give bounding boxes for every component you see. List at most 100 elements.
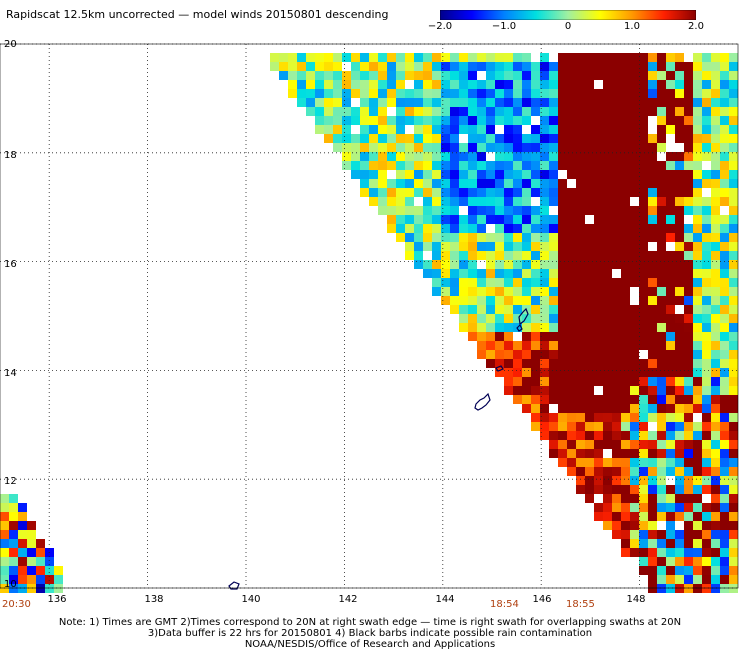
data-cell [684,89,693,98]
data-cell [612,98,621,107]
data-cell [450,143,459,152]
data-cell [666,431,675,440]
data-cell [729,323,738,332]
data-cell [504,89,513,98]
data-cell [477,323,486,332]
data-cell [702,170,711,179]
data-cell [648,323,657,332]
data-cell [684,467,693,476]
data-cell [540,350,549,359]
data-cell [378,161,387,170]
data-cell [549,269,558,278]
data-cell [450,170,459,179]
data-cell [423,170,432,179]
data-cell [657,215,666,224]
data-cell [693,179,702,188]
data-cell [702,368,711,377]
data-cell [657,143,666,152]
data-cell [531,377,540,386]
saipan-outline [518,307,529,326]
data-cell [549,197,558,206]
data-cell [558,449,567,458]
data-cell [630,89,639,98]
data-cell [711,440,720,449]
data-cell [450,251,459,260]
data-cell [612,485,621,494]
data-cell [657,566,666,575]
data-cell [495,296,504,305]
data-cell [441,278,450,287]
data-cell [495,305,504,314]
data-cell [684,476,693,485]
data-cell [603,179,612,188]
data-cell [423,188,432,197]
data-cell [504,242,513,251]
data-cell [558,260,567,269]
data-cell [684,377,693,386]
data-cell [603,269,612,278]
data-cell [666,161,675,170]
data-cell [522,395,531,404]
data-cell [567,215,576,224]
data-cell [423,71,432,80]
data-cell [666,107,675,116]
data-cell [504,269,513,278]
data-cell [369,98,378,107]
data-cell [630,377,639,386]
data-cell [486,260,495,269]
data-cell [432,197,441,206]
data-cell [558,341,567,350]
data-cell [621,341,630,350]
data-cell [657,98,666,107]
data-cell [459,53,468,62]
data-cell [639,341,648,350]
data-cell [423,125,432,134]
data-cell [657,278,666,287]
data-cell [684,233,693,242]
data-cell [576,287,585,296]
data-cell [603,116,612,125]
data-cell [621,404,630,413]
data-cell [486,233,495,242]
data-cell [711,548,720,557]
data-cell [684,125,693,134]
data-cell [729,548,738,557]
data-cell [360,134,369,143]
data-cell [720,53,729,62]
data-cell [585,296,594,305]
data-cell [603,260,612,269]
data-cell [531,98,540,107]
data-cell [414,179,423,188]
data-cell [423,260,432,269]
data-cell [693,278,702,287]
data-cell [675,278,684,287]
data-cell [711,359,720,368]
data-cell [576,440,585,449]
data-cell [567,377,576,386]
data-cell [684,314,693,323]
data-cell [567,314,576,323]
data-cell [720,332,729,341]
data-cell [648,152,657,161]
lon-label: 148 [626,594,646,605]
data-cell [711,287,720,296]
data-cell [459,314,468,323]
data-cell [693,116,702,125]
data-cell [684,251,693,260]
data-cell [405,62,414,71]
data-cell [513,107,522,116]
data-cell [612,440,621,449]
data-cell [432,179,441,188]
data-cell [711,485,720,494]
data-cell [729,575,738,584]
data-cell [549,440,558,449]
data-cell [630,440,639,449]
data-cell [666,260,675,269]
data-cell [693,512,702,521]
data-cell [720,530,729,539]
data-cell [612,107,621,116]
data-cell [594,314,603,323]
data-cell [459,98,468,107]
data-cell [630,368,639,377]
data-cell [648,224,657,233]
